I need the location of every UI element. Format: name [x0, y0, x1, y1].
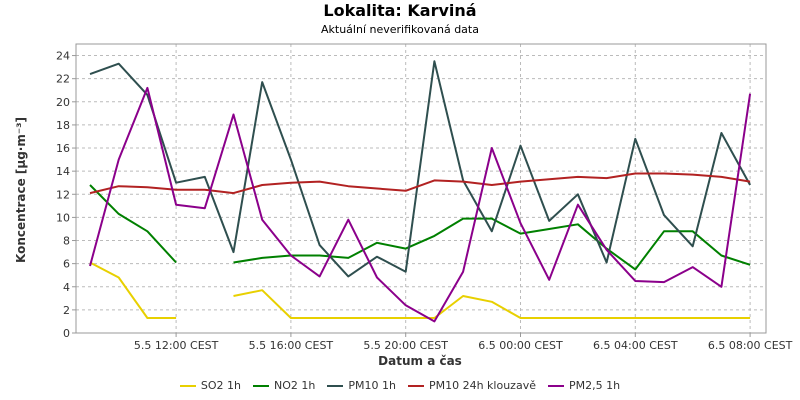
y-axis-label: Koncentrace [µg·m⁻³]: [14, 117, 28, 263]
y-tick-label: 10: [56, 211, 70, 224]
legend-item-pm10-1h: PM10 1h: [327, 379, 396, 392]
legend-swatch: [327, 384, 344, 387]
x-tick-label: 6.5 00:00 CEST: [478, 339, 563, 352]
legend-label: PM2,5 1h: [568, 378, 621, 392]
series-line-pm10-1h: [89, 60, 751, 278]
chart-title: Lokalita: Karviná: [323, 1, 477, 20]
x-tick-label: 6.5 08:00 CEST: [708, 339, 793, 352]
legend-label: SO2 1h: [200, 378, 242, 392]
y-tick-label: 8: [63, 235, 70, 248]
chart-legend: SO2 1h NO2 1h PM10 1h PM10 24h klouzavě PM2,…: [0, 378, 800, 392]
y-tick-label: 22: [56, 73, 70, 86]
x-tick-label: 5.5 12:00 CEST: [134, 339, 219, 352]
legend-item-so2-1h: SO2 1h: [179, 378, 242, 392]
legend-swatch: [253, 384, 270, 387]
legend-swatch: [179, 384, 196, 387]
y-tick-label: 6: [63, 258, 70, 271]
legend-swatch: [407, 384, 424, 387]
plot-area: [75, 43, 767, 334]
series-line-so2-1h: [89, 261, 751, 319]
y-tick-label: 18: [56, 119, 70, 132]
legend-swatch: [547, 384, 564, 387]
legend-item-pm10-24h-klouzav: PM10 24h klouzavě: [407, 378, 536, 392]
legend-label: NO2 1h: [274, 378, 316, 392]
x-tick-label: 5.5 20:00 CEST: [363, 339, 448, 352]
y-tick-label: 16: [56, 142, 70, 155]
y-tick-label: 12: [56, 188, 70, 201]
y-tick-label: 14: [56, 165, 70, 178]
series-line-pm10-24h-klouzav: [89, 172, 751, 195]
series-line-pm2-5-1h: [89, 86, 752, 323]
legend-label: PM10 24h klouzavě: [428, 378, 536, 392]
x-tick-label: 6.5 04:00 CEST: [593, 339, 678, 352]
x-tick-label: 5.5 16:00 CEST: [249, 339, 334, 352]
legend-label: PM10 1h: [348, 378, 396, 392]
legend-item-no2-1h: NO2 1h: [253, 379, 315, 392]
chart-subtitle: Aktuální neverifikovaná data: [321, 23, 479, 36]
y-tick-label: 20: [56, 96, 70, 109]
y-tick-label: 2: [63, 304, 70, 317]
y-tick-label: 24: [56, 50, 70, 63]
legend-item-pm2-5-1h: PM2,5 1h: [547, 378, 621, 392]
y-tick-label: 4: [63, 281, 70, 294]
series-line-no2-1h: [89, 184, 751, 271]
x-axis-label: Datum a čas: [378, 354, 462, 368]
y-tick-label: 0: [63, 327, 70, 340]
